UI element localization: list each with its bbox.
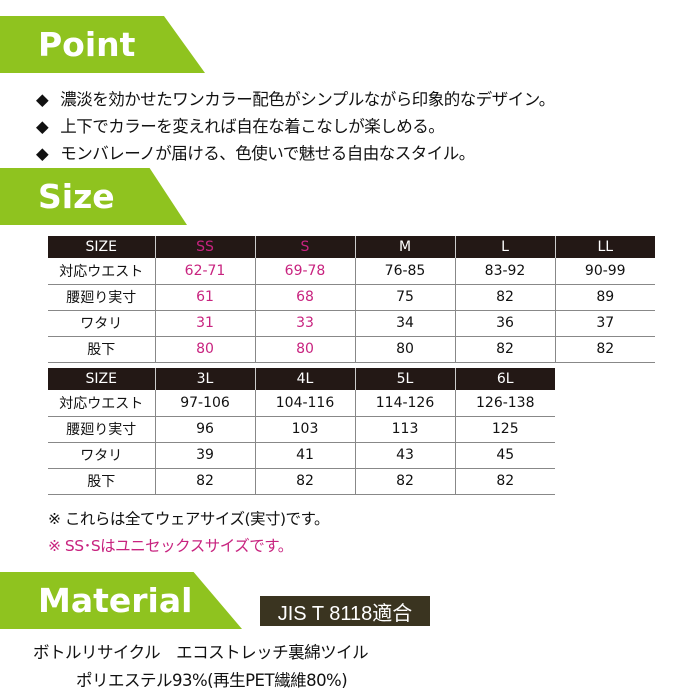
table-cell: 82 — [154, 468, 255, 495]
column-header: S — [254, 236, 355, 258]
table-row: ワタリ 39 41 43 45 — [48, 442, 555, 469]
table-cell: 34 — [354, 310, 455, 337]
column-header: 5L — [354, 368, 455, 390]
row-label: 股下 — [48, 336, 155, 363]
table-cell: 125 — [454, 416, 555, 443]
table-cell: 75 — [354, 284, 455, 311]
header-row: SIZE 3L 4L 5L 6L — [48, 368, 555, 390]
size-banner: Size — [0, 168, 187, 225]
row-label: 対応ウエスト — [48, 390, 155, 417]
list-item: ◆ モンバレーノが届ける、色使いで魅せる自由なスタイル。 — [36, 140, 555, 167]
material-banner: Material — [0, 572, 242, 629]
column-header: SIZE — [48, 236, 155, 258]
table-row: ワタリ 31 33 34 36 37 — [48, 310, 655, 337]
table-cell: 126-138 — [454, 390, 555, 417]
diamond-icon: ◆ — [36, 117, 49, 136]
size-table-1: SIZE SS S M L LL 対応ウエスト 62-71 69-78 76-85 83-92 90-… — [48, 236, 655, 363]
table-cell: 41 — [254, 442, 355, 469]
table-cell: 62-71 — [154, 258, 255, 285]
row-label: ワタリ — [48, 310, 155, 337]
table-cell: 36 — [454, 310, 555, 337]
point-list: ◆ 濃淡を効かせたワンカラー配色がシンプルながら印象的なデザイン。 ◆ 上下でカラー… — [36, 86, 555, 167]
table-cell: 114-126 — [354, 390, 455, 417]
column-header: L — [454, 236, 555, 258]
table-cell: 82 — [254, 468, 355, 495]
size-title: Size — [38, 177, 115, 216]
table-cell: 76-85 — [354, 258, 455, 285]
table-cell: 45 — [454, 442, 555, 469]
list-item: ◆ 濃淡を効かせたワンカラー配色がシンプルながら印象的なデザイン。 — [36, 86, 555, 113]
table-cell: 82 — [354, 468, 455, 495]
column-header: SS — [154, 236, 255, 258]
column-header: LL — [554, 236, 655, 258]
point-banner: Point — [0, 16, 205, 73]
table-cell: 103 — [254, 416, 355, 443]
table-cell: 82 — [554, 336, 655, 363]
table-cell: 83-92 — [454, 258, 555, 285]
note-2: ※ SS･Sはユニセックスサイズです。 — [48, 537, 293, 555]
table-cell: 69-78 — [254, 258, 355, 285]
jis-badge: JIS T 8118適合 — [260, 596, 430, 626]
table-cell: 33 — [254, 310, 355, 337]
table-row: 対応ウエスト 97-106 104-116 114-126 126-138 — [48, 390, 555, 417]
table-cell: 82 — [454, 468, 555, 495]
table-cell: 113 — [354, 416, 455, 443]
table-row: 股下 80 80 80 82 82 — [48, 336, 655, 363]
size-table-2: SIZE 3L 4L 5L 6L 対応ウエスト 97-106 104-116 114-126 12… — [48, 368, 555, 495]
column-header: 6L — [454, 368, 555, 390]
table-cell: 80 — [254, 336, 355, 363]
table-cell: 89 — [554, 284, 655, 311]
row-label: 股下 — [48, 468, 155, 495]
row-label: ワタリ — [48, 442, 155, 469]
table-cell: 104-116 — [254, 390, 355, 417]
table-cell: 37 — [554, 310, 655, 337]
table-cell: 90-99 — [554, 258, 655, 285]
note-1: ※ これらは全てウェアサイズ(実寸)です。 — [48, 510, 330, 528]
table-cell: 39 — [154, 442, 255, 469]
header-row: SIZE SS S M L LL — [48, 236, 655, 258]
table-row: 腰廻り実寸 96 103 113 125 — [48, 416, 555, 443]
table-cell: 82 — [454, 284, 555, 311]
column-header: 4L — [254, 368, 355, 390]
point-title: Point — [38, 25, 136, 64]
table-cell: 97-106 — [154, 390, 255, 417]
table-cell: 43 — [354, 442, 455, 469]
table-cell: 82 — [454, 336, 555, 363]
column-header: 3L — [154, 368, 255, 390]
table-row: 対応ウエスト 62-71 69-78 76-85 83-92 90-99 — [48, 258, 655, 285]
column-header: SIZE — [48, 368, 155, 390]
table-cell: 68 — [254, 284, 355, 311]
column-header: M — [354, 236, 455, 258]
table-cell: 80 — [154, 336, 255, 363]
list-item: ◆ 上下でカラーを変えれば自在な着こなしが楽しめる。 — [36, 113, 555, 140]
material-line-1: ボトルリサイクル エコストレッチ裏綿ツイル — [33, 643, 369, 662]
table-cell: 31 — [154, 310, 255, 337]
row-label: 対応ウエスト — [48, 258, 155, 285]
table-row: 股下 82 82 82 82 — [48, 468, 555, 495]
row-label: 腰廻り実寸 — [48, 284, 155, 311]
material-line-2: ポリエステル93%(再生PET繊維80%) — [76, 671, 348, 690]
table-cell: 96 — [154, 416, 255, 443]
table-row: 腰廻り実寸 61 68 75 82 89 — [48, 284, 655, 311]
material-title: Material — [38, 581, 193, 620]
table-cell: 61 — [154, 284, 255, 311]
diamond-icon: ◆ — [36, 144, 49, 163]
row-label: 腰廻り実寸 — [48, 416, 155, 443]
table-cell: 80 — [354, 336, 455, 363]
diamond-icon: ◆ — [36, 90, 49, 109]
